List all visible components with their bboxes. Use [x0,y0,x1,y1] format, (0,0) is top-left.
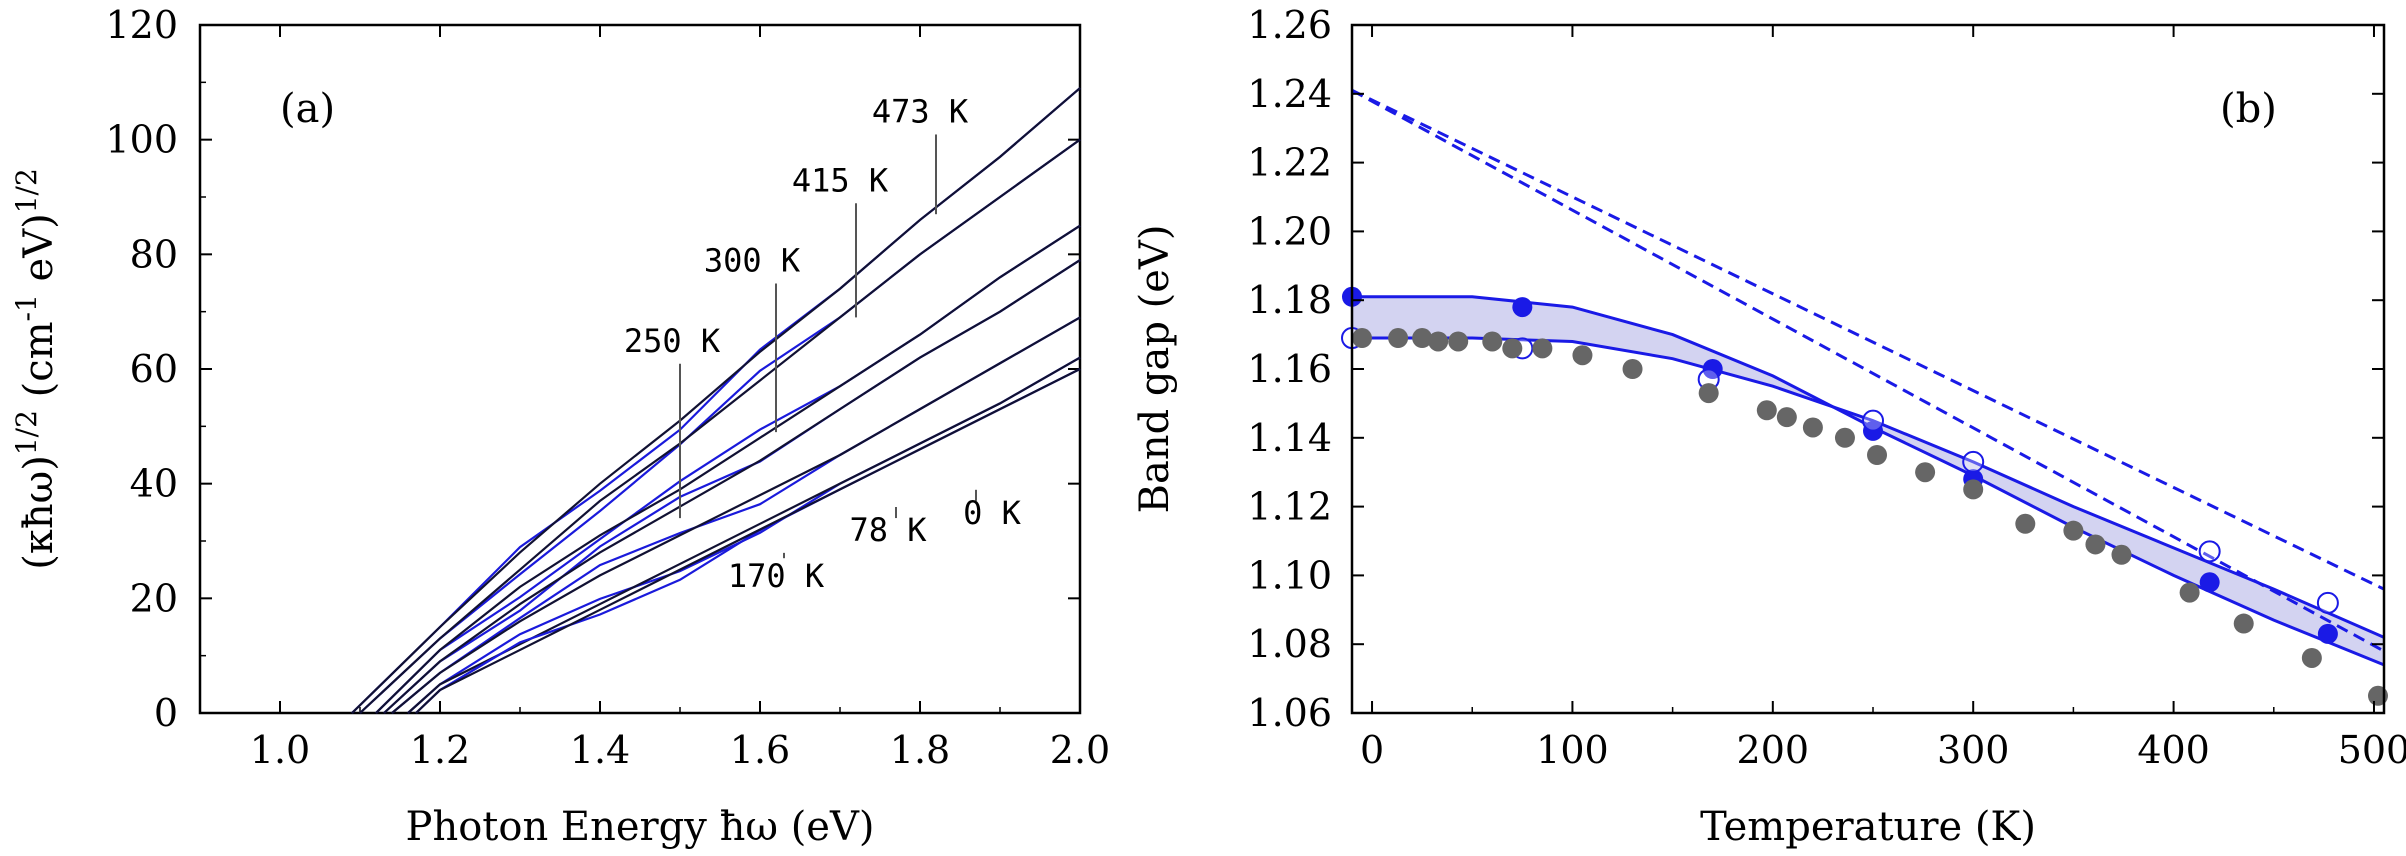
gray-data-point [1915,462,1936,483]
temperature-label: 0 K [963,494,1022,532]
exp-curve [359,138,1081,714]
panel-a-label: (a) [280,86,335,132]
x-tick-label: 0 [1360,728,1384,772]
gray-data-point [2085,534,2106,555]
y-tick-label: 1.24 [1247,72,1332,116]
temperature-label: 473 K [872,92,969,130]
gray-data-point [1802,417,1823,438]
filled-data-point [1512,297,1533,318]
calc-curve [415,368,1081,714]
y-tick-label: 1.22 [1247,141,1332,185]
calc-curve [383,259,1081,714]
y-tick-label: 0 [154,691,178,735]
panel-a-series [351,87,1081,714]
gray-data-point [2063,520,2084,541]
open-data-point [2198,540,2221,563]
x-tick-label: 1.0 [250,728,310,772]
gray-data-point [2179,582,2200,603]
y-tick-label: 1.10 [1247,553,1332,597]
temperature-label: 415 K [792,161,889,199]
x-tick-label: 500 [2338,728,2406,772]
dashed-line [1351,89,2385,653]
gray-data-point [1412,328,1433,349]
exp-curve [391,316,1081,714]
x-tick-label: 1.8 [890,728,950,772]
gray-data-point [2111,544,2132,565]
gray-data-point [2015,513,2036,534]
panel-b-ylabel: Band gap (eV) [1132,225,1178,514]
x-tick-label: 1.6 [730,728,790,772]
y-tick-label: 100 [105,118,178,162]
gray-data-point [2233,613,2254,634]
x-tick-label: 200 [1737,728,1810,772]
calc-curve [407,356,1081,714]
gray-data-point [1834,427,1855,448]
y-tick-label: 120 [105,3,178,47]
filled-data-point [2317,623,2338,644]
gray-data-point [1428,331,1449,352]
calc-curve [375,224,1081,714]
exp-curve [383,259,1081,714]
gray-data-point [1963,479,1984,500]
gray-data-point [1756,400,1777,421]
y-tick-label: 1.20 [1247,209,1332,253]
panel-b-points [1341,286,2388,706]
y-tick-label: 20 [130,576,178,620]
gray-data-point [1482,331,1503,352]
panel-a-ylabel: (κħω)1/2 (cm-1 eV)1/2 [10,168,63,570]
gray-data-point [2301,647,2322,668]
gray-data-point [1448,331,1469,352]
panel-b-ticks: 0 100 200 300 400 500 1.06 1.08 1.10 1.12 1.14 1.16… [1247,3,2406,772]
gray-data-point [1622,359,1643,379]
panel-a-ticks: 1.0 1.2 1.4 1.6 1.8 2.0 0 20 40 60 80 100 120 [105,3,1110,772]
x-tick-label: 300 [1937,728,2010,772]
gray-data-point [1388,328,1409,349]
gray-data-point [1352,328,1373,349]
exp-curve [415,368,1081,714]
gray-data-point [1867,445,1888,465]
exp-curve [407,356,1081,714]
filled-data-point [2199,572,2220,593]
gray-data-point [1698,383,1719,404]
y-tick-label: 40 [130,462,178,506]
gray-data-point [1532,338,1553,359]
y-tick-label: 1.14 [1247,416,1332,460]
panel-b: 0 100 200 300 400 500 1.06 1.08 1.10 1.12 1.14 1.16… [1132,3,2406,850]
x-tick-label: 1.2 [410,728,470,772]
y-tick-label: 1.06 [1247,691,1332,735]
gray-data-point [1502,338,1523,359]
temperature-label: 78 K [849,511,927,549]
x-tick-label: 2.0 [1050,728,1110,772]
x-tick-label: 100 [1536,728,1609,772]
open-data-point [1962,450,1985,473]
temperature-label: 250 K [624,322,721,360]
panel-b-label: (b) [2220,86,2277,132]
panel-b-xlabel: Temperature (K) [1700,804,2036,850]
temperature-label: 300 K [704,242,801,280]
y-tick-label: 1.26 [1247,3,1332,47]
y-tick-label: 1.16 [1247,347,1332,391]
x-tick-label: 400 [2137,728,2210,772]
gray-data-point [1572,345,1593,366]
exp-curve [375,224,1081,714]
y-tick-label: 1.12 [1247,485,1332,529]
open-data-point [1862,409,1885,432]
panel-a-xlabel: Photon Energy ħω (eV) [406,804,875,850]
panel-a-annotations: 473 K 415 K 300 K 250 K 170 K 78 K 0 K [624,92,1022,594]
y-tick-label: 60 [130,347,178,391]
temperature-label: 170 K [728,557,825,595]
y-tick-label: 80 [130,232,178,276]
open-data-point [2316,591,2339,614]
exp-curve [351,87,1081,714]
y-tick-label: 1.18 [1247,278,1332,322]
dashed-line [1351,89,2385,591]
gray-data-point [1776,407,1797,428]
y-tick-label: 1.08 [1247,622,1332,666]
x-tick-label: 1.4 [570,728,630,772]
